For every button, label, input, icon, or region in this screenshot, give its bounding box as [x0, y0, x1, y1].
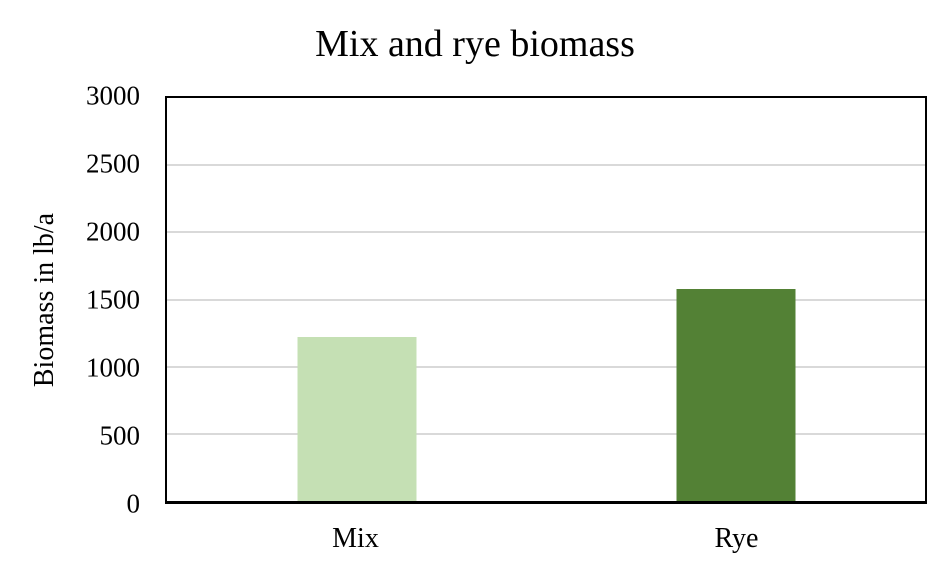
gridline-1000	[167, 365, 925, 368]
y-tick-label-1500: 1500	[86, 284, 140, 315]
y-axis-tick-labels: 0 500 1000 1500 2000 2500 3000	[0, 81, 141, 519]
gridline-1500	[167, 298, 925, 301]
bar-rye	[676, 288, 795, 501]
y-tick-label-3000: 3000	[86, 80, 140, 111]
gridline-500	[167, 432, 925, 435]
gridline-2000	[167, 231, 925, 234]
chart-title: Mix and rye biomass	[315, 23, 635, 65]
bar-mix	[297, 337, 416, 501]
y-tick-label-2000: 2000	[86, 216, 140, 247]
y-tick-label-0: 0	[126, 488, 141, 519]
x-label-mix: Mix	[332, 523, 379, 554]
x-label-rye: Rye	[714, 523, 759, 554]
x-axis-category-labels: Mix Rye	[165, 522, 927, 556]
y-tick-label-500: 500	[99, 420, 141, 451]
gridline-2500	[167, 164, 925, 167]
plot-area	[165, 96, 927, 504]
y-tick-label-1000: 1000	[86, 352, 140, 383]
y-tick-label-2500: 2500	[86, 148, 140, 179]
